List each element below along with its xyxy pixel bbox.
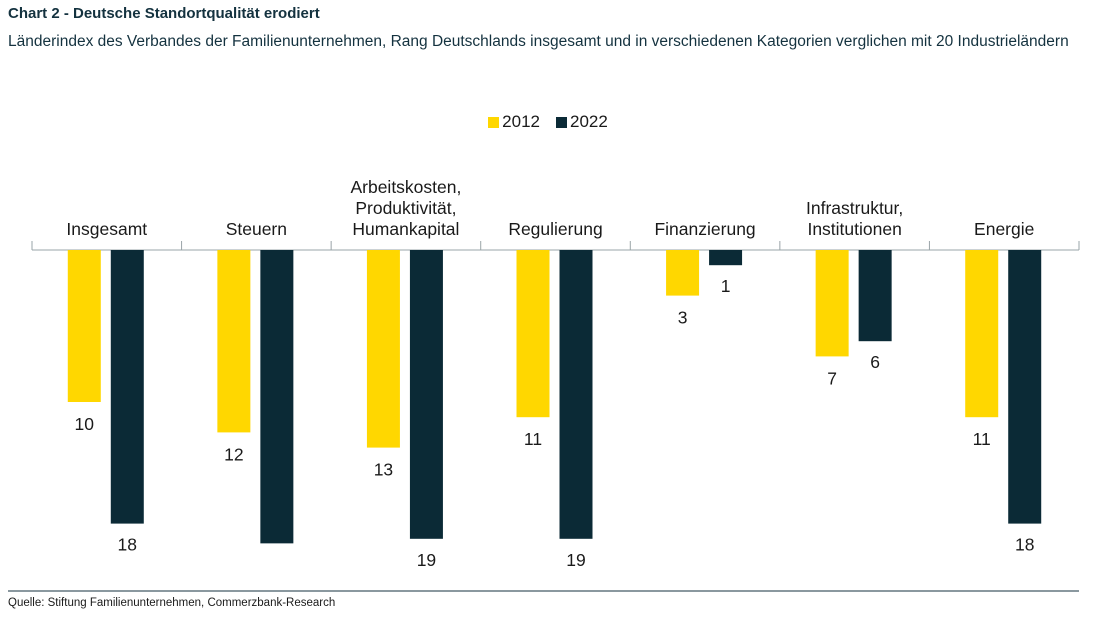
legend-label-2022: 2022 <box>570 112 608 131</box>
category-label: Humankapital <box>352 219 459 239</box>
category-label: Produktivität, <box>355 198 456 218</box>
bar-2012 <box>366 250 400 448</box>
bar-2022 <box>559 250 593 539</box>
legend-swatch-2012 <box>488 116 500 128</box>
bar-2012 <box>67 250 101 402</box>
bar-2022 <box>709 250 743 266</box>
category-label: Steuern <box>226 219 287 239</box>
data-label-2012: 3 <box>678 308 688 328</box>
data-label-2022: 1 <box>721 276 731 296</box>
data-label-2012: 10 <box>75 414 95 434</box>
category-label: Energie <box>974 219 1034 239</box>
bar-2012 <box>516 250 550 418</box>
data-label-2012: 12 <box>224 444 243 464</box>
bar-2012 <box>965 250 999 418</box>
category-label: Insgesamt <box>66 219 147 239</box>
source-note: Quelle: Stiftung Familienunternehmen, Co… <box>8 597 336 609</box>
data-label-2022: 19 <box>417 550 436 570</box>
bar-2022 <box>260 250 294 544</box>
category-label: Institutionen <box>807 219 901 239</box>
bar-2022 <box>858 250 892 342</box>
bar-2012 <box>666 250 700 296</box>
data-label-2012: 13 <box>374 460 393 480</box>
data-label-2012: 11 <box>973 429 991 449</box>
data-label-2022: 18 <box>1015 535 1034 555</box>
bar-2022 <box>1008 250 1042 524</box>
data-label-2022: 6 <box>870 352 880 372</box>
category-label: Infrastruktur, <box>806 198 903 218</box>
legend: 2012 2022 <box>0 112 1096 132</box>
legend-label-2012: 2012 <box>502 112 540 131</box>
chart-title: Chart 2 - Deutsche Standortqualität erod… <box>8 5 320 22</box>
data-label-2012: 7 <box>827 368 837 388</box>
category-label: Arbeitskosten, <box>350 177 461 197</box>
bar-2022 <box>110 250 144 524</box>
category-label: Regulierung <box>508 219 602 239</box>
data-label-2022: 19 <box>566 550 585 570</box>
legend-swatch-2022 <box>556 116 567 128</box>
data-label-2012: 11 <box>524 429 542 449</box>
category-label: Finanzierung <box>654 219 755 239</box>
bar-2012 <box>217 250 251 433</box>
data-label-2022: 18 <box>118 535 137 555</box>
chart-subtitle: Länderindex des Verbandes der Familienun… <box>8 33 1069 50</box>
legend-item-2022: 2022 <box>556 112 608 132</box>
bar-2022 <box>409 250 443 539</box>
legend-item-2012: 2012 <box>488 112 540 132</box>
bar-2012 <box>815 250 849 357</box>
